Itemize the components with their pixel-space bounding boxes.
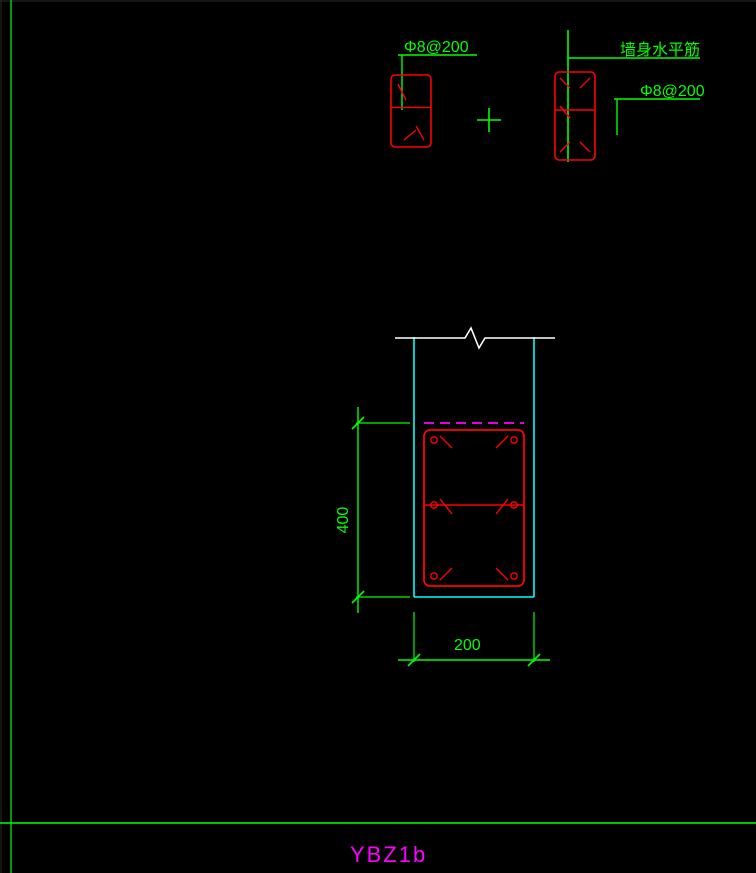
stirrup-spec-right-label: Φ8@200 <box>640 83 705 100</box>
stirrup-spec-left-label: Φ8@200 <box>404 39 469 56</box>
drawing-title: YBZ1b <box>350 842 427 867</box>
canvas-bg <box>0 0 756 873</box>
dim-200-value: 200 <box>454 637 481 654</box>
dim-400-value: 400 <box>335 507 352 534</box>
wall-horiz-bar-label: 墙身水平筋 <box>620 41 700 59</box>
